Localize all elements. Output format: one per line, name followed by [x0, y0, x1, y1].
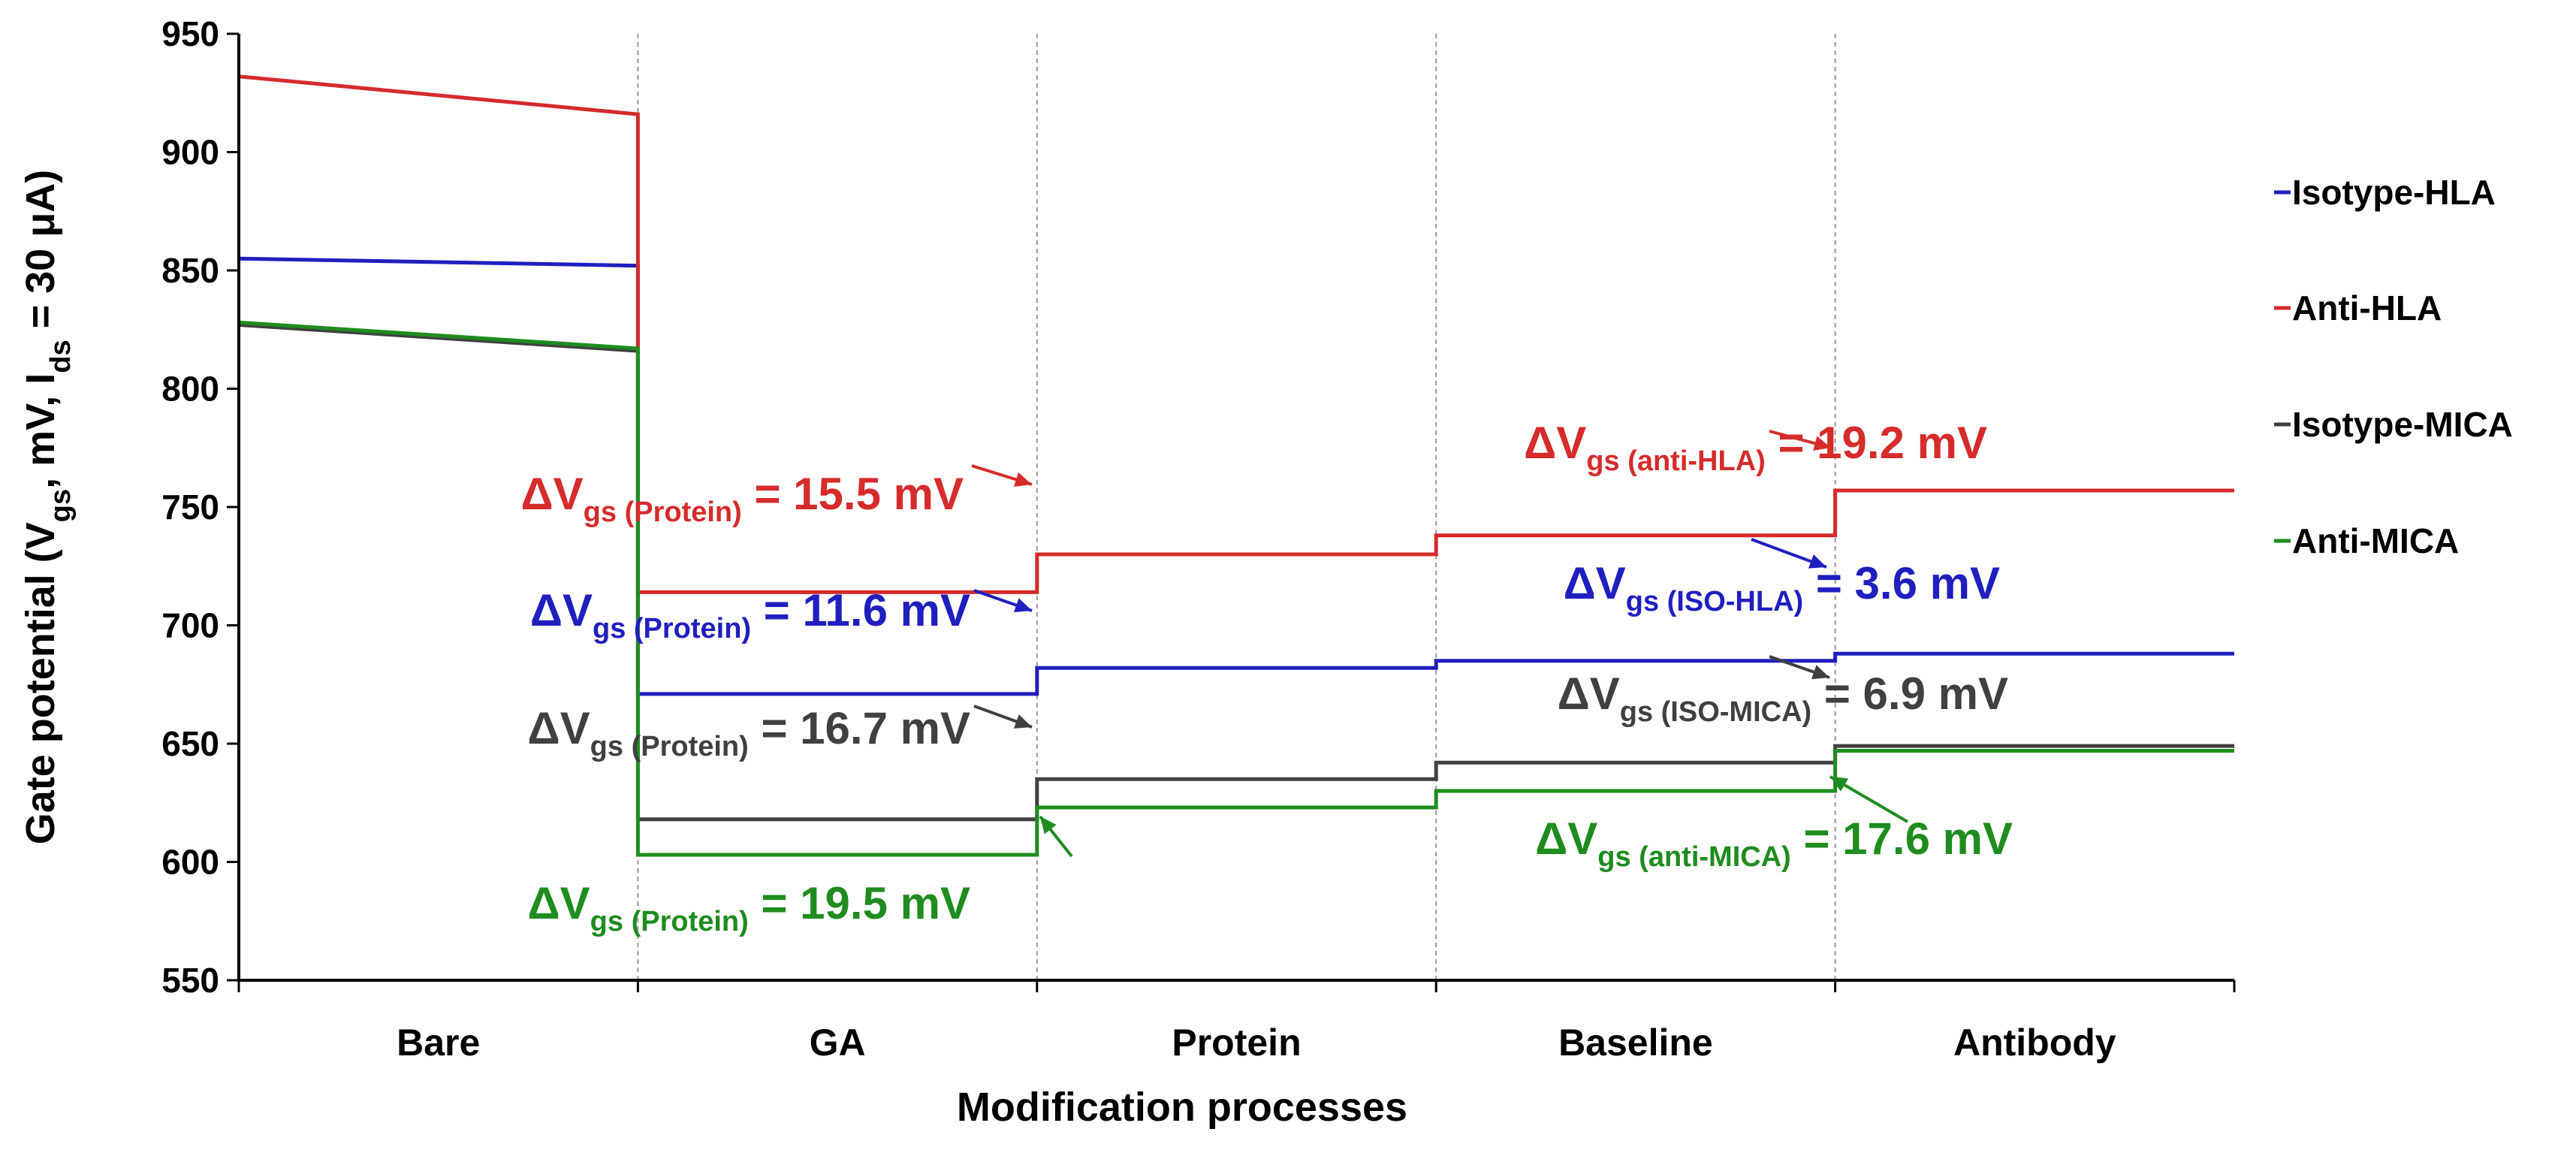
y-tick-label: 700 — [161, 606, 219, 645]
annotation-arrow-head — [1830, 777, 1849, 792]
annotation-isotype-mica-iso-mica: ΔVgs (ISO-MICA) = 6.9 mV — [1558, 669, 2008, 728]
series-lines — [238, 74, 2234, 857]
x-tick-label-bare: Bare — [397, 1022, 480, 1064]
y-tick-label: 750 — [161, 487, 219, 527]
y-tick-label: 550 — [161, 961, 219, 1000]
annotations: ΔVgs (Protein) = 15.5 mV ΔVgs (Protein) =… — [521, 418, 2013, 937]
annotation-arrow-head — [1813, 436, 1831, 451]
annotation-arrow-head — [1040, 816, 1057, 835]
annotation-arrow-head — [1014, 472, 1032, 487]
annotation-isotype-hla-protein: ΔVgs (Protein) = 11.6 mV — [530, 585, 970, 644]
x-ticks: Bare GA Protein Baseline Antibody — [237, 980, 2236, 1064]
annotation-arrow-head — [1811, 665, 1829, 680]
legend-label-isotype-hla: Isotype-HLA — [2292, 173, 2496, 212]
annotation-anti-hla-anti-hla: ΔVgs (anti-HLA) = 19.2 mV — [1524, 418, 1987, 477]
y-tick-label: 800 — [161, 370, 219, 409]
annotation-isotype-hla-iso-hla: ΔVgs (ISO-HLA) = 3.6 mV — [1564, 558, 2000, 617]
x-tick-label-ga: GA — [810, 1022, 866, 1064]
annotation-arrow-head — [1013, 598, 1032, 613]
annotation-arrows — [971, 430, 1909, 858]
x-tick-label-baseline: Baseline — [1558, 1022, 1713, 1064]
y-tick-label: 600 — [161, 843, 219, 882]
y-tick-label: 950 — [161, 14, 219, 53]
legend: Isotype-HLA Anti-HLA Isotype-MICA Anti-MICA — [2274, 173, 2513, 560]
y-axis-title: Gate potential (Vgs, mV, Ids = 30 μA) — [18, 170, 77, 845]
y-tick-label: 900 — [161, 133, 219, 172]
annotation-anti-hla-protein: ΔVgs (Protein) = 15.5 mV — [521, 469, 964, 528]
y-ticks: 550 600 650 700 750 800 850 900 950 — [161, 14, 239, 1000]
x-tick-label-protein: Protein — [1172, 1022, 1301, 1064]
series-line-anti-mica — [238, 320, 2234, 857]
legend-label-isotype-mica: Isotype-MICA — [2292, 405, 2513, 444]
annotation-arrow-head — [1808, 554, 1826, 569]
legend-label-anti-mica: Anti-MICA — [2292, 521, 2459, 560]
y-tick-label: 850 — [161, 251, 219, 290]
x-tick-label-antibody: Antibody — [1953, 1022, 2116, 1064]
annotation-arrow-head — [1013, 714, 1032, 729]
y-tick-label: 650 — [161, 724, 219, 763]
annotation-anti-mica-anti-mica: ΔVgs (anti-MICA) = 17.6 mV — [1535, 813, 2013, 873]
x-axis-title: Modification processes — [957, 1085, 1407, 1130]
annotation-isotype-mica-protein: ΔVgs (Protein) = 16.7 mV — [528, 703, 970, 762]
annotation-anti-mica-protein: ΔVgs (Protein) = 19.5 mV — [528, 878, 970, 937]
legend-label-anti-hla: Anti-HLA — [2292, 288, 2442, 327]
